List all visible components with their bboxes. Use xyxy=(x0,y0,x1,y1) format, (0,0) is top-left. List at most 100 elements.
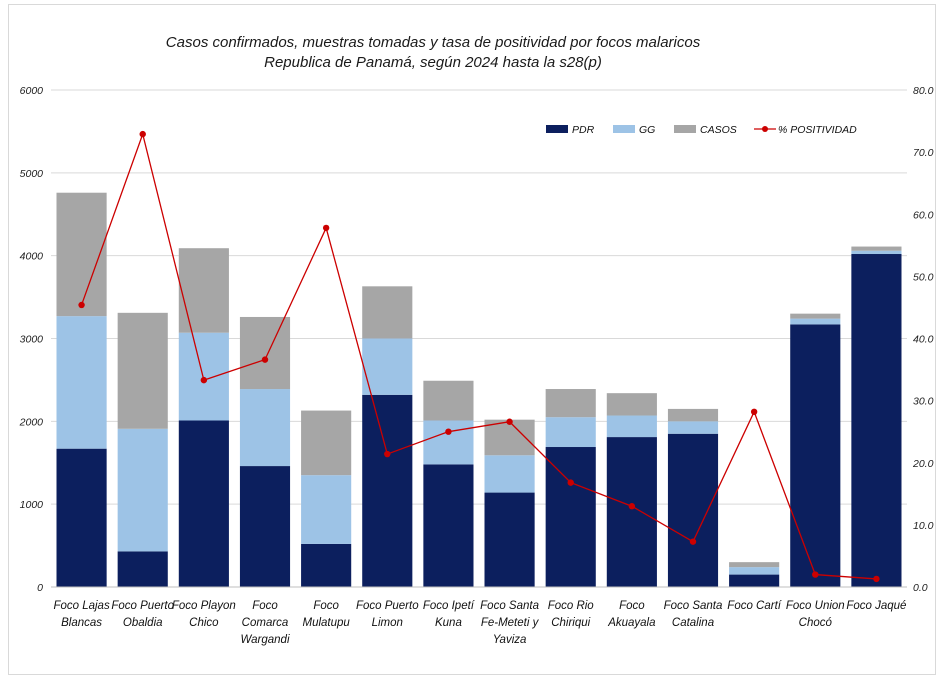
y-left-tick-label: 4000 xyxy=(20,251,44,263)
positivity-point xyxy=(750,408,758,416)
bar-pdr xyxy=(729,574,780,587)
bar-gg xyxy=(667,421,719,434)
legend-swatch-marker xyxy=(762,126,768,132)
bar-casos xyxy=(362,286,413,339)
positivity-point xyxy=(506,418,513,425)
positivity-point xyxy=(689,538,697,545)
bar-gg xyxy=(851,250,902,255)
bar-pdr xyxy=(851,254,902,587)
bar-casos xyxy=(239,316,291,390)
category-label: Foco Mulatupu xyxy=(302,600,350,629)
category-label: Foco Lajas Blancas xyxy=(53,600,110,629)
chart-title: Casos confirmados, muestras tomadas y ta… xyxy=(166,34,701,51)
bar-gg xyxy=(729,567,780,575)
positivity-point xyxy=(384,450,391,458)
bar-pdr xyxy=(423,464,474,587)
y-left-tick-label: 6000 xyxy=(20,85,44,97)
y-right-tick-label: 50.0 xyxy=(913,271,934,283)
bar-casos xyxy=(545,389,596,418)
bar-casos xyxy=(667,408,719,422)
legend-swatch-gg xyxy=(613,125,635,133)
category-label: Foco Comarca Wargandi xyxy=(240,600,289,646)
bar-pdr xyxy=(117,551,168,587)
legend-label-pdr: PDR xyxy=(572,124,595,136)
chart: Casos confirmados, muestras tomadas y ta… xyxy=(19,34,934,646)
y-right-tick-label: 0.0 xyxy=(913,582,928,594)
legend-swatch-casos xyxy=(674,125,696,133)
bar-gg xyxy=(545,417,596,448)
y-right-tick-label: 10.0 xyxy=(913,520,934,532)
legend-label-casos: CASOS xyxy=(700,124,737,136)
positivity-line xyxy=(78,130,880,583)
chart-subtitle: Republica de Panamá, según 2024 hasta la… xyxy=(264,54,602,71)
category-label: Foco Ipetí Kuna xyxy=(423,600,476,629)
category-label: Foco Puerto Obaldia xyxy=(111,600,174,629)
bar-casos xyxy=(851,246,902,251)
bar-pdr xyxy=(178,420,229,587)
positivity-polyline xyxy=(80,131,877,580)
bar-casos xyxy=(790,313,841,319)
bars xyxy=(56,192,902,587)
y-right-tick-label: 80.0 xyxy=(913,85,934,97)
bar-gg xyxy=(239,389,291,467)
legend-label-gg: GG xyxy=(639,124,655,136)
bar-casos xyxy=(117,312,168,429)
category-label: Foco Santa Fe-Meteti y Yaviza xyxy=(480,600,539,646)
bar-casos xyxy=(301,410,352,476)
bar-pdr xyxy=(667,433,719,587)
bar-casos xyxy=(178,248,229,333)
bar-gg xyxy=(484,455,535,493)
bar-pdr xyxy=(56,448,107,587)
bar-gg xyxy=(606,415,657,438)
bar-pdr xyxy=(484,492,535,587)
axes: 0 1000 2000 3000 4000 5000 6000 0.0 10.0 20.0 30.0… xyxy=(19,85,934,646)
y-right-tick-label: 20.0 xyxy=(912,458,934,470)
category-label: Foco Rio Chiriqui xyxy=(548,600,595,629)
bar-pdr xyxy=(301,543,352,587)
positivity-point xyxy=(628,503,636,510)
bar-gg xyxy=(790,318,841,325)
bar-casos xyxy=(56,192,107,317)
bar-casos xyxy=(729,562,780,568)
positivity-point xyxy=(567,479,574,486)
y-right-tick-label: 40.0 xyxy=(913,334,934,346)
y-right-tick-label: 70.0 xyxy=(913,147,934,159)
category-label: Foco Santa Catalina xyxy=(664,600,723,629)
chart-frame: Casos confirmados, muestras tomadas y ta… xyxy=(8,4,936,675)
bar-pdr xyxy=(545,447,596,587)
bar-pdr xyxy=(790,324,841,587)
y-left-tick-label: 2000 xyxy=(19,416,44,428)
bar-casos xyxy=(606,393,657,416)
bar-casos xyxy=(423,380,474,421)
positivity-point xyxy=(78,301,85,309)
bar-pdr xyxy=(362,394,413,587)
bar-pdr xyxy=(606,437,657,587)
category-label: Foco Cartí xyxy=(727,600,782,612)
category-label: Foco Puerto Limon xyxy=(356,600,419,629)
positivity-point xyxy=(445,428,452,435)
legend-label-positividad: % POSITIVIDAD xyxy=(778,124,857,136)
y-left-tick-label: 0 xyxy=(37,582,43,594)
y-right-tick-label: 30.0 xyxy=(913,396,934,408)
positivity-point xyxy=(812,571,819,578)
legend-swatch-pdr xyxy=(546,125,568,133)
positivity-point xyxy=(873,575,880,583)
bar-pdr xyxy=(239,466,291,587)
bar-gg xyxy=(56,316,107,449)
y-right-tick-label: 60.0 xyxy=(913,209,934,221)
positivity-point xyxy=(261,356,269,363)
positivity-point xyxy=(139,130,146,138)
bar-gg xyxy=(423,420,474,465)
bar-gg xyxy=(117,428,168,552)
y-left-tick-label: 1000 xyxy=(20,499,44,511)
category-label: Foco Union Chocó xyxy=(786,600,845,629)
y-left-tick-label: 5000 xyxy=(20,168,44,180)
positivity-point xyxy=(200,376,208,384)
y-left-tick-label: 3000 xyxy=(20,334,44,346)
bar-gg xyxy=(362,338,413,395)
positivity-point xyxy=(322,224,330,232)
category-label: Foco Playon Chico xyxy=(172,600,236,629)
category-label: Foco Jaqué xyxy=(846,600,906,612)
legend: PDR GG CASOS % POSITIVIDAD xyxy=(546,124,857,136)
bar-gg xyxy=(301,475,352,544)
